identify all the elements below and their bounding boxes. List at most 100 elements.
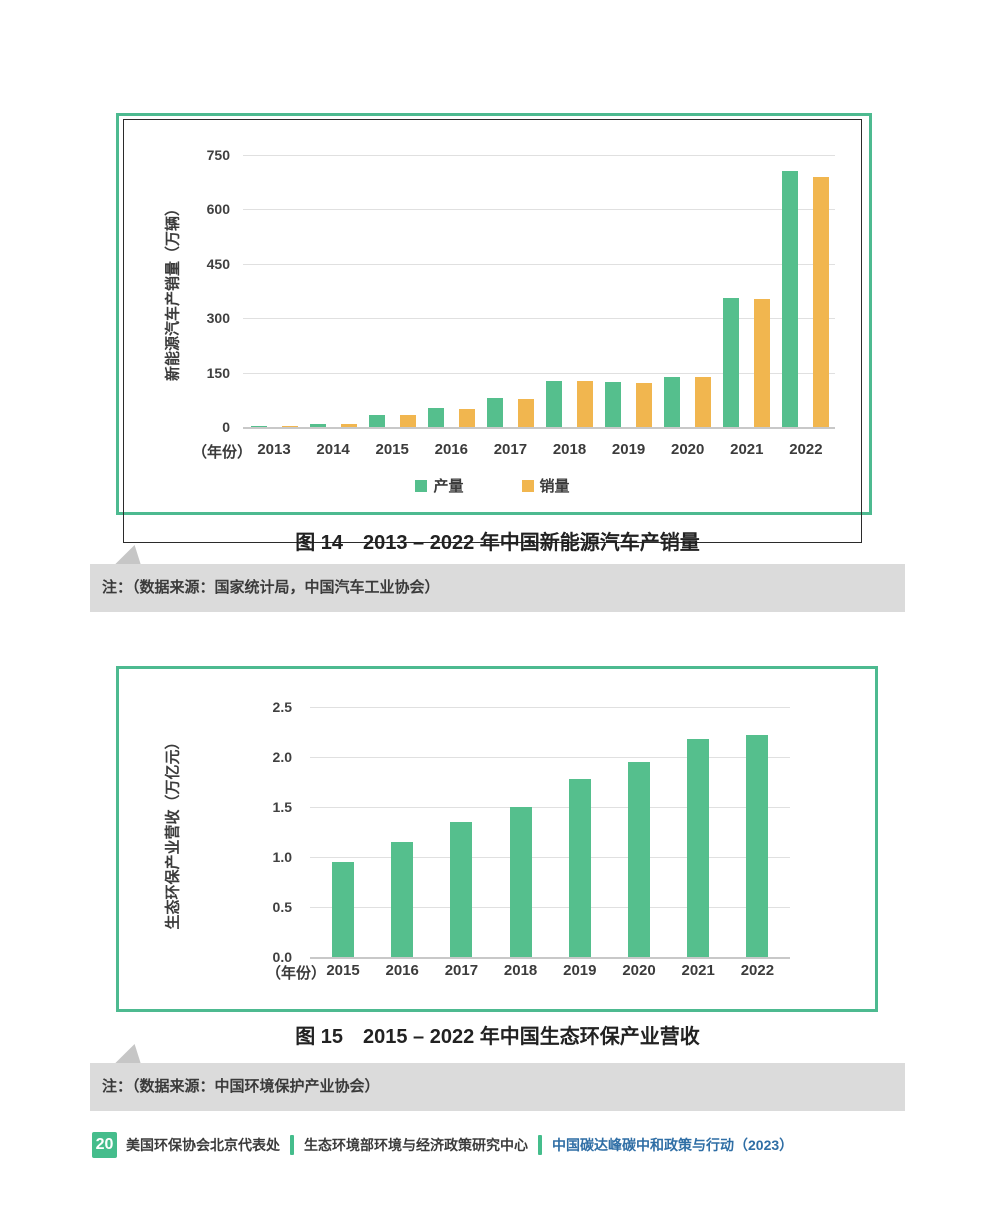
gridline: [243, 263, 835, 265]
x-tick-label-2015: 2015: [375, 441, 409, 458]
x-tick-label-2021: 2021: [730, 441, 764, 458]
bar-产量-2017: [486, 398, 503, 427]
bar-产量-2016: [427, 408, 444, 427]
footer-org-1: 美国环保协会北京代表处: [126, 1136, 280, 1153]
y-tick-label: 600: [206, 201, 230, 218]
bar-销量-2016: [458, 409, 475, 427]
y-tick-label: 750: [206, 147, 230, 163]
bar-产量-2014: [309, 424, 326, 427]
bar-营收-2016: [391, 842, 414, 957]
legend-swatch-产量: [415, 479, 428, 492]
chart-border-box: [123, 119, 862, 543]
x-axis-line: [243, 427, 835, 429]
bar-产量-2013: [250, 426, 267, 427]
bar-销量-2019: [636, 383, 653, 427]
note-band: 注：（数据来源：中国环境保护产业协会）: [90, 1063, 905, 1111]
bar-营收-2018: [509, 807, 532, 957]
gridline: [243, 209, 835, 211]
bar-营收-2020: [628, 762, 650, 957]
eco-industry-revenue-chart: 0.0 0.5 1.0 1.5 2.0 2.5 生态环保产业营收（万亿元） 2015 2016 2…: [116, 666, 878, 1012]
gridline: [243, 155, 835, 156]
y-tick-label: 1.5: [272, 799, 292, 815]
bar-产量-2019: [605, 382, 622, 427]
legend-item-产量: 产量: [415, 475, 464, 496]
x-tick-label-2013: 2013: [257, 441, 291, 458]
gridline: [243, 318, 835, 320]
bar-营收-2015: [332, 862, 354, 957]
x-tick-label-2018: 2018: [552, 441, 587, 458]
x-tick-label-2016: 2016: [434, 441, 468, 458]
x-axis-unit-label: （年份）: [191, 444, 252, 461]
x-tick-label-2015: 2015: [326, 962, 360, 979]
y-tick-label: 0.5: [272, 899, 292, 915]
bar-销量-2013: [281, 426, 298, 427]
chart-green-frame: [116, 113, 872, 515]
x-tick-label-2020: 2020: [622, 962, 656, 979]
x-tick-label-2017: 2017: [493, 441, 528, 458]
bar-销量-2018: [577, 381, 593, 427]
bar-营收-2022: [746, 735, 769, 957]
figure-caption: 图 15 2015 – 2022 年中国生态环保产业营收: [295, 1026, 700, 1048]
bar-产量-2015: [368, 415, 385, 427]
y-tick-label: 0.0: [272, 949, 292, 965]
bar-销量-2022: [813, 177, 830, 427]
chart-legend: 产量 销量: [123, 475, 862, 496]
y-tick-label: 2.0: [272, 749, 292, 765]
y-tick-label: 300: [206, 310, 230, 327]
y-tick-label: 450: [206, 255, 230, 272]
bar-产量-2021: [723, 298, 740, 427]
legend-swatch-销量: [521, 479, 534, 492]
note-text: 注：（数据来源：中国环境保护产业协会）: [102, 1078, 380, 1095]
footer-org-2: 生态环境部环境与经济政策研究中心: [304, 1136, 528, 1153]
bar-销量-2021: [754, 299, 771, 427]
legend-label-销量: 销量: [539, 478, 570, 495]
x-tick-label-2022: 2022: [789, 441, 823, 458]
footer-report-title: 中国碳达峰碳中和政策与行动（2023）: [552, 1136, 794, 1153]
y-tick-label: 2.5: [272, 699, 292, 715]
x-tick-label-2018: 2018: [503, 962, 538, 979]
y-axis-title: 新能源汽车产销量（万辆）: [164, 200, 182, 382]
bar-产量-2020: [664, 377, 681, 427]
x-tick-label-2022: 2022: [740, 962, 775, 979]
figure-caption: 图 14 2013 – 2022 年中国新能源汽车产销量: [295, 532, 700, 554]
x-axis-line: [310, 957, 790, 959]
x-tick-label-2019: 2019: [611, 441, 646, 458]
note-band: 注：（数据来源：国家统计局，中国汽车工业协会）: [90, 564, 905, 612]
note-text: 注：（数据来源：国家统计局，中国汽车工业协会）: [102, 579, 440, 596]
y-tick-label: 1.0: [272, 849, 292, 865]
bar-产量-2022: [782, 171, 799, 427]
chart-green-frame: [116, 666, 878, 1012]
legend-item-销量: 销量: [521, 475, 570, 496]
gridline: [310, 807, 790, 808]
x-tick-label-2016: 2016: [385, 962, 419, 979]
footer-separator: [538, 1134, 542, 1155]
bar-营收-2019: [568, 779, 591, 957]
page-footer: 20 美国环保协会北京代表处 生态环境部环境与经济政策研究中心 中国碳达峰碳中和…: [92, 1131, 793, 1158]
page-number-badge: 20: [92, 1131, 117, 1158]
gridline: [310, 757, 790, 758]
y-axis-title: 生态环保产业营收（万亿元）: [164, 734, 182, 930]
x-tick-label-2014: 2014: [316, 441, 350, 458]
bar-营收-2021: [687, 739, 710, 957]
gridline: [310, 707, 790, 708]
footer-separator: [290, 1134, 294, 1155]
bar-销量-2014: [340, 424, 357, 427]
x-axis-unit-label: （年份）: [265, 965, 326, 982]
legend-label-产量: 产量: [433, 478, 464, 495]
bar-产量-2018: [546, 381, 562, 427]
gridline: [310, 907, 790, 908]
y-tick-label: 150: [206, 364, 230, 381]
x-tick-label-2017: 2017: [444, 962, 479, 979]
bar-营收-2017: [450, 822, 473, 957]
bar-销量-2015: [399, 415, 416, 427]
bar-销量-2017: [517, 399, 534, 427]
x-tick-label-2021: 2021: [681, 962, 715, 979]
x-tick-label-2019: 2019: [563, 962, 597, 979]
x-tick-label-2020: 2020: [671, 441, 705, 458]
gridline: [243, 372, 835, 374]
gridline: [310, 857, 790, 858]
y-tick-label: 0: [222, 419, 230, 435]
nev-production-sales-chart: 0 150 300 450 600 750 新能源汽车产销量（万辆） 2013 2014 2015…: [123, 119, 862, 543]
bar-销量-2020: [695, 377, 712, 427]
